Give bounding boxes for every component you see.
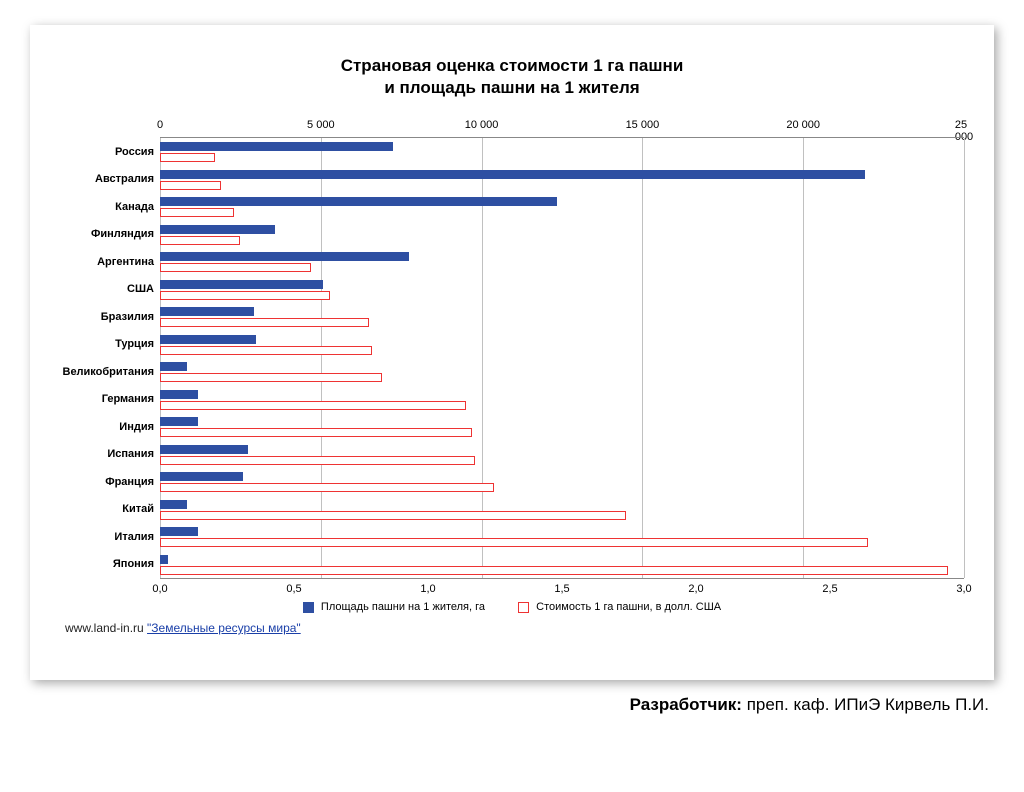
legend-item-blue: Площадь пашни на 1 жителя, га — [303, 601, 485, 613]
gridline — [964, 138, 965, 578]
bar-cost-per-ha — [160, 318, 369, 327]
category-label: Великобритания — [63, 366, 161, 378]
category-row: Испания — [160, 441, 964, 469]
bar-cost-per-ha — [160, 511, 626, 520]
bar-area-per-capita — [160, 472, 243, 481]
top-tick-label: 20 000 — [786, 119, 820, 131]
bar-area-per-capita — [160, 500, 187, 509]
legend-swatch-red — [518, 602, 529, 613]
category-label: Бразилия — [101, 311, 160, 323]
bar-area-per-capita — [160, 555, 168, 564]
source-site: www.land-in.ru — [65, 621, 144, 635]
category-label: Канада — [115, 201, 160, 213]
bar-area-per-capita — [160, 335, 256, 344]
category-label: Аргентина — [97, 256, 160, 268]
category-row: Россия — [160, 138, 964, 166]
top-x-axis: 05 00010 00015 00020 00025 000 — [160, 119, 964, 137]
credit-text: преп. каф. ИПиЭ Кирвель П.И. — [747, 695, 989, 714]
top-tick-label: 0 — [157, 119, 163, 131]
plot-area: РоссияАвстралияКанадаФинляндияАргентинаС… — [160, 137, 964, 579]
legend-label-blue: Площадь пашни на 1 жителя, га — [321, 601, 485, 613]
bar-area-per-capita — [160, 197, 557, 206]
category-row: Франция — [160, 468, 964, 496]
category-row: Бразилия — [160, 303, 964, 331]
bar-cost-per-ha — [160, 346, 372, 355]
credit-line: Разработчик: преп. каф. ИПиЭ Кирвель П.И… — [0, 695, 989, 715]
legend-swatch-blue — [303, 602, 314, 613]
bottom-tick-label: 0,5 — [286, 583, 301, 595]
legend-label-red: Стоимость 1 га пашни, в долл. США — [536, 601, 721, 613]
bar-cost-per-ha — [160, 538, 868, 547]
bottom-tick-label: 0,0 — [152, 583, 167, 595]
category-label: США — [127, 283, 160, 295]
category-row: Аргентина — [160, 248, 964, 276]
category-label: Индия — [119, 421, 160, 433]
chart-title: Страновая оценка стоимости 1 га пашни и … — [60, 55, 964, 99]
source-link[interactable]: "Земельные ресурсы мира" — [147, 621, 301, 635]
category-label: Финляндия — [91, 228, 160, 240]
credit-label: Разработчик: — [630, 695, 747, 714]
bar-cost-per-ha — [160, 566, 948, 575]
bar-cost-per-ha — [160, 483, 494, 492]
category-label: Китай — [122, 503, 160, 515]
title-line-2: и площадь пашни на 1 жителя — [384, 78, 639, 97]
top-tick-label: 15 000 — [626, 119, 660, 131]
bar-cost-per-ha — [160, 236, 240, 245]
bar-area-per-capita — [160, 445, 248, 454]
bar-area-per-capita — [160, 527, 198, 536]
bar-area-per-capita — [160, 225, 275, 234]
category-label: Германия — [102, 393, 160, 405]
bar-area-per-capita — [160, 307, 254, 316]
top-tick-label: 5 000 — [307, 119, 335, 131]
category-label: Испания — [107, 448, 160, 460]
category-row: Австралия — [160, 166, 964, 194]
category-row: Япония — [160, 551, 964, 579]
bar-area-per-capita — [160, 252, 409, 261]
bar-cost-per-ha — [160, 373, 382, 382]
bar-area-per-capita — [160, 142, 393, 151]
legend: Площадь пашни на 1 жителя, га Стоимость … — [60, 601, 964, 613]
bar-area-per-capita — [160, 417, 198, 426]
bar-area-per-capita — [160, 362, 187, 371]
chart-card: Страновая оценка стоимости 1 га пашни и … — [30, 25, 994, 680]
category-label: Италия — [114, 531, 160, 543]
bar-cost-per-ha — [160, 208, 234, 217]
category-row: Финляндия — [160, 221, 964, 249]
category-row: США — [160, 276, 964, 304]
bottom-tick-label: 3,0 — [956, 583, 971, 595]
category-row: Италия — [160, 523, 964, 551]
bottom-x-axis: 0,00,51,01,52,02,53,0 — [160, 579, 964, 601]
category-label: Турция — [115, 338, 160, 350]
category-row: Индия — [160, 413, 964, 441]
bar-area-per-capita — [160, 280, 323, 289]
category-label: Франция — [105, 476, 160, 488]
top-tick-label: 10 000 — [465, 119, 499, 131]
category-row: Канада — [160, 193, 964, 221]
bottom-tick-label: 2,5 — [822, 583, 837, 595]
title-line-1: Страновая оценка стоимости 1 га пашни — [341, 56, 684, 75]
category-row: Великобритания — [160, 358, 964, 386]
category-label: Япония — [113, 558, 160, 570]
bottom-tick-label: 1,5 — [554, 583, 569, 595]
source-line: www.land-in.ru "Земельные ресурсы мира" — [65, 621, 964, 635]
bar-cost-per-ha — [160, 153, 215, 162]
bottom-tick-label: 1,0 — [420, 583, 435, 595]
legend-item-red: Стоимость 1 га пашни, в долл. США — [518, 601, 721, 613]
bottom-tick-label: 2,0 — [688, 583, 703, 595]
bar-cost-per-ha — [160, 456, 475, 465]
bar-cost-per-ha — [160, 401, 466, 410]
bar-cost-per-ha — [160, 291, 330, 300]
category-row: Китай — [160, 496, 964, 524]
category-row: Турция — [160, 331, 964, 359]
chart-area: 05 00010 00015 00020 00025 000 РоссияАвс… — [160, 119, 964, 599]
bar-cost-per-ha — [160, 181, 221, 190]
category-label: Россия — [115, 146, 160, 158]
category-row: Германия — [160, 386, 964, 414]
bar-cost-per-ha — [160, 263, 311, 272]
bar-area-per-capita — [160, 390, 198, 399]
bar-area-per-capita — [160, 170, 865, 179]
category-label: Австралия — [95, 173, 160, 185]
bar-cost-per-ha — [160, 428, 472, 437]
